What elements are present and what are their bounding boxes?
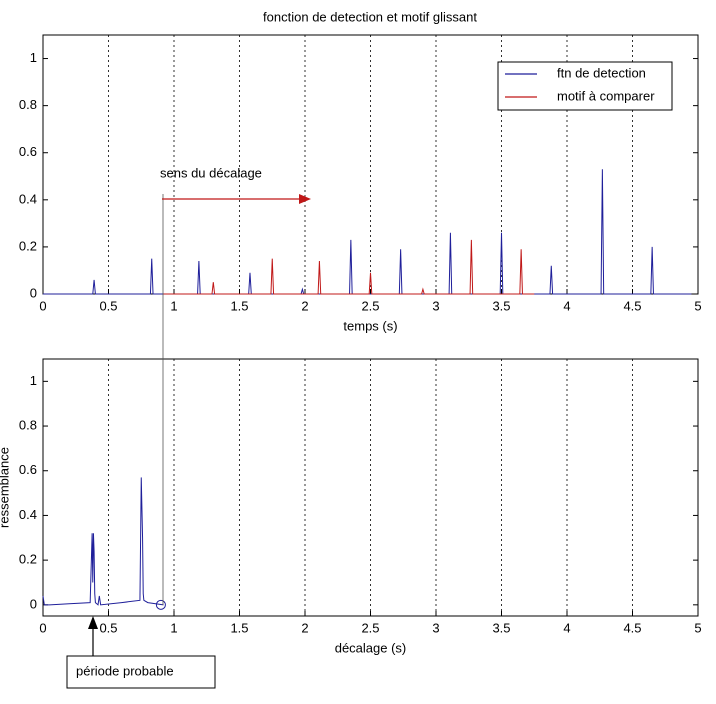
data-line <box>42 477 164 606</box>
x-tick-label: 5 <box>694 620 701 635</box>
x-tick-label: 1 <box>170 298 177 313</box>
x-tick-label: 3.5 <box>492 620 510 635</box>
x-tick-label: 4.5 <box>623 620 641 635</box>
x-tick-label: 1.5 <box>230 620 248 635</box>
x-tick-label: 1 <box>170 620 177 635</box>
y-tick-label: 1 <box>30 50 37 65</box>
y-tick-label: 0 <box>30 285 37 300</box>
annotation-box <box>66 655 216 689</box>
y-tick-label: 0.6 <box>19 144 37 159</box>
legend-label: ftn de detection <box>557 65 646 80</box>
y-tick-label: 0.4 <box>19 507 37 522</box>
x-tick-label: 1.5 <box>230 298 248 313</box>
x-axis-label: décalage (s) <box>335 640 407 655</box>
x-tick-label: 2.5 <box>361 298 379 313</box>
x-tick-label: 0 <box>39 620 46 635</box>
x-tick-label: 3.5 <box>492 298 510 313</box>
y-tick-label: 0.2 <box>19 238 37 253</box>
annotation: sens du décalage <box>160 165 262 180</box>
x-tick-label: 0.5 <box>99 620 117 635</box>
x-tick-label: 4.5 <box>623 298 641 313</box>
x-tick-label: 0.5 <box>99 298 117 313</box>
y-tick-label: 0 <box>30 596 37 611</box>
y-axis-label: ressemblance <box>0 447 11 528</box>
x-tick-label: 3 <box>432 298 439 313</box>
axes-box <box>42 358 699 617</box>
x-tick-label: 5 <box>694 298 701 313</box>
legend-label: motif à comparer <box>557 88 655 103</box>
y-tick-label: 0.2 <box>19 552 37 567</box>
annotation: période probable <box>76 663 174 678</box>
x-tick-label: 2.5 <box>361 620 379 635</box>
legend: ftn de detection motif à comparer <box>497 61 673 111</box>
y-tick-label: 1 <box>30 373 37 388</box>
x-tick-label: 4 <box>563 620 570 635</box>
x-tick-label: 2 <box>301 298 308 313</box>
y-tick-label: 0.4 <box>19 191 37 206</box>
y-tick-label: 0.8 <box>19 97 37 112</box>
x-axis-label: temps (s) <box>343 318 397 333</box>
legend-box <box>497 61 673 111</box>
chart-title: fonction de detection et motif glissant <box>263 9 477 24</box>
data-line <box>163 239 535 295</box>
y-tick-label: 0.6 <box>19 462 37 477</box>
arrow-head <box>299 194 311 204</box>
x-tick-label: 2 <box>301 620 308 635</box>
x-tick-label: 4 <box>563 298 570 313</box>
marker <box>155 599 166 610</box>
x-tick-label: 3 <box>432 620 439 635</box>
y-tick-label: 0.8 <box>19 417 37 432</box>
arrow-head <box>88 616 98 629</box>
x-tick-label: 0 <box>39 298 46 313</box>
